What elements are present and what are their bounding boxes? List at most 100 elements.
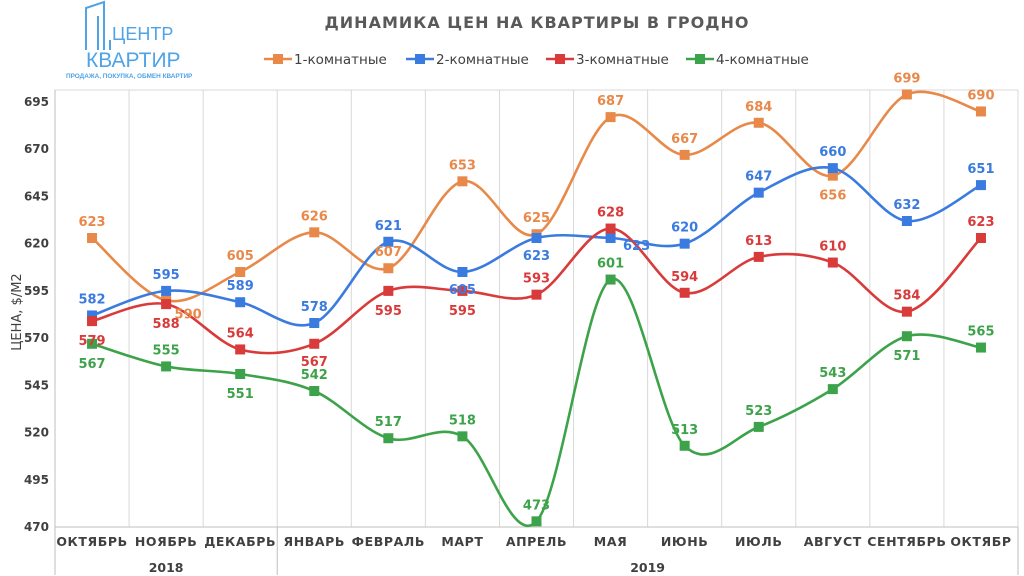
data-label: 690 [967,88,994,103]
data-label: 564 [227,326,254,341]
data-label: 623 [78,215,105,230]
data-point [901,89,912,100]
y-axis-label: ЦЕНА, $/М2 [10,273,25,350]
data-point [901,306,912,317]
data-point [531,233,542,243]
series-line-2 [91,166,982,327]
data-label: 660 [819,145,846,160]
data-point [235,344,246,355]
data-point [309,386,320,396]
data-label: 523 [745,404,772,419]
x-tick-label: СЕНТЯБРЬ [867,534,946,549]
data-label: 621 [375,219,402,234]
y-tick-label: 670 [24,142,49,156]
data-point [753,187,764,198]
data-point [309,318,320,328]
x-tick-label: АПРЕЛЬ [506,534,567,549]
data-point [975,106,986,117]
data-label: 647 [745,170,772,185]
data-label: 684 [745,100,772,115]
data-label: 582 [78,292,105,307]
data-point [679,440,690,451]
legend-label: 2-комнатные [436,52,529,68]
data-label: 607 [375,245,402,260]
y-tick-label: 645 [24,189,49,203]
data-label: 542 [301,368,328,383]
data-label: 571 [893,349,920,364]
data-label: 565 [967,325,994,340]
data-point [605,233,616,243]
year-label: 2019 [630,560,665,575]
logo-line2: КВАРТИР [86,49,181,72]
data-label: 517 [375,415,402,430]
data-label: 543 [819,366,846,381]
series-line-1 [91,90,982,303]
data-point [827,384,838,395]
data-label: 651 [967,162,994,177]
data-label: 623 [623,239,650,254]
data-label: 593 [523,272,550,287]
data-label: 551 [227,387,254,402]
chart-title: ДИНАМИКА ЦЕН НА КВАРТИРЫ В ГРОДНО [325,13,750,32]
y-tick-label: 595 [24,284,49,298]
series-line-4 [91,277,982,527]
data-point [457,431,468,442]
data-point [235,369,246,379]
series-lines [87,89,986,527]
data-label: 687 [597,94,624,109]
data-point [235,267,246,277]
data-label: 555 [153,343,180,358]
data-point [87,310,98,321]
data-point [309,227,320,238]
data-label: 601 [597,257,624,272]
data-point [87,338,98,349]
data-point [753,117,764,128]
data-point [975,180,986,191]
data-point [605,223,616,234]
data-label: 625 [523,211,550,226]
data-point [235,297,246,308]
data-point [901,216,912,226]
data-label: 623 [523,249,550,264]
x-tick-label: ФЕВРАЛЬ [352,534,425,549]
data-point [457,267,468,277]
y-tick-label: 545 [24,378,49,392]
data-point [383,263,394,274]
data-label: 653 [449,158,476,173]
data-point [901,331,912,342]
data-label: 567 [301,355,328,370]
year-label: 2018 [149,560,184,575]
building-icon [85,0,111,50]
data-point [975,342,986,353]
legend-label: 3-комнатные [576,52,669,68]
data-label: 656 [819,189,846,204]
x-tick-label: МАРТ [441,534,483,549]
data-point [753,421,764,432]
data-point [383,433,394,444]
grid [54,89,1019,527]
legend-swatch-marker [695,54,705,64]
x-tick-label: ИЮНЬ [661,534,709,549]
legend-label: 4-комнатные [716,52,809,68]
legend-swatch-marker [273,54,283,64]
data-point [457,176,468,187]
y-tick-label: 695 [24,95,49,109]
data-point [679,238,690,249]
x-tick-label: АВГУСТ [804,534,862,549]
legend: 1-комнатные 2-комнатные 3-комнатные 4-комна… [264,52,809,68]
data-label: 595 [449,304,476,319]
data-label: 595 [153,268,180,283]
data-point [605,112,616,123]
data-point [753,251,764,262]
data-point [87,316,98,327]
legend-label: 1-комнатные [294,52,387,68]
data-point [87,233,98,243]
data-point [383,285,394,296]
data-point [531,289,542,300]
data-point [161,299,172,310]
x-tick-label: ИЮЛЬ [735,534,782,549]
data-label: 605 [449,283,476,298]
data-label: 588 [153,317,180,332]
data-point [827,257,838,268]
